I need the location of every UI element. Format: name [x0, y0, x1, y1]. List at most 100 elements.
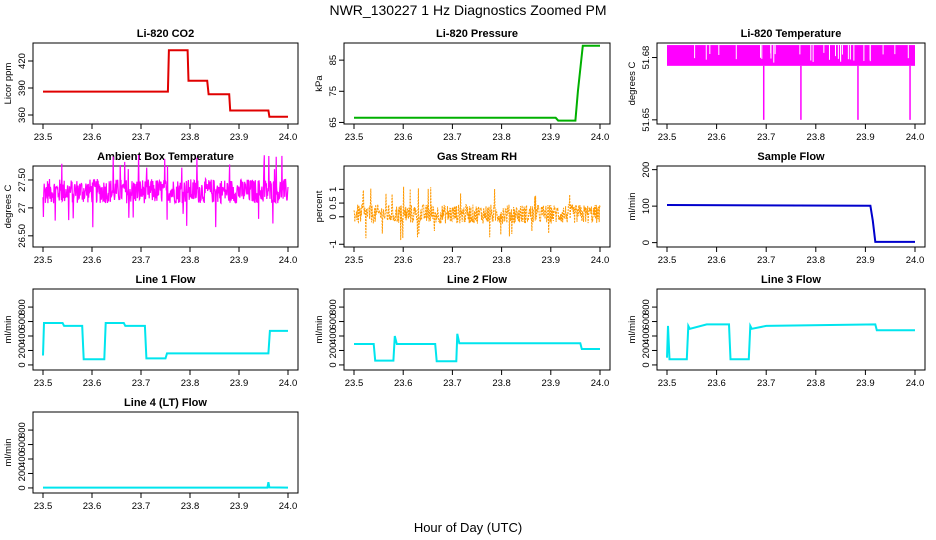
x-tick-label: 23.9 [856, 132, 875, 143]
series-line [42, 322, 288, 361]
x-tick-label: 24.0 [591, 255, 610, 266]
plot-frame [32, 288, 299, 371]
x-tick-label: 23.6 [83, 255, 102, 266]
x-tick-label: 23.8 [181, 132, 200, 143]
x-tick-label: 23.5 [658, 132, 677, 143]
y-tick-label: 400 [328, 328, 339, 344]
x-tick-label: 23.7 [757, 255, 776, 266]
x-tick-label: 23.5 [34, 501, 53, 512]
panel-3: Li-820 Temperature 23.5 23.6 23.7 23.8 23.9 24… [627, 28, 926, 143]
y-axis-label: percent [314, 190, 325, 222]
x-tick-label: 23.8 [807, 378, 826, 389]
x-tick-label: 24.0 [279, 378, 298, 389]
y-tick-label: 200 [17, 466, 28, 482]
panel-title: Gas Stream RH [437, 151, 517, 163]
y-axis-label: ml/min [3, 316, 14, 344]
y-tick-label: 26.50 [17, 224, 28, 248]
x-tick-label: 23.7 [132, 132, 151, 143]
x-tick-label: 23.5 [658, 378, 677, 389]
y-tick-label: 600 [641, 314, 652, 330]
y-tick-label: 400 [17, 328, 28, 344]
x-tick-label: 23.5 [34, 378, 53, 389]
y-tick-label: 0 [641, 240, 652, 245]
x-tick-label: 23.9 [230, 501, 249, 512]
x-tick-label: 23.7 [132, 255, 151, 266]
y-tick-label: 0.5 [328, 196, 339, 209]
panel-title: Line 3 Flow [761, 274, 821, 286]
x-tick-label: 23.8 [807, 255, 826, 266]
panel-title: Line 4 (LT) Flow [124, 397, 207, 409]
plot-frame [656, 42, 926, 125]
y-tick-label: 800 [328, 299, 339, 315]
y-tick-label: 0 [17, 362, 28, 367]
x-tick-label: 23.9 [230, 132, 249, 143]
y-tick-label: 27 [17, 203, 28, 214]
y-axis-label: Licor ppm [3, 63, 14, 105]
x-tick-label: 23.8 [181, 501, 200, 512]
x-tick-label: 23.8 [181, 378, 200, 389]
panel-title: Ambient Box Temperature [97, 151, 234, 163]
y-tick-label: 200 [328, 343, 339, 359]
x-tick-label: 23.5 [345, 255, 364, 266]
y-tick-label: 85 [328, 55, 339, 66]
panel-10: Line 4 (LT) Flow 23.5 23.6 23.7 23.8 23.9 24.0… [3, 397, 299, 512]
x-tick-label: 23.7 [443, 132, 462, 143]
x-tick-label: 23.6 [394, 255, 413, 266]
panel-title: Li-820 Temperature [741, 28, 842, 40]
y-tick-label: 600 [17, 314, 28, 330]
plot-frame [32, 411, 299, 494]
y-tick-label: 400 [641, 328, 652, 344]
y-tick-label: 0 [328, 214, 339, 219]
y-tick-label: 0 [641, 362, 652, 367]
x-tick-label: 23.6 [83, 132, 102, 143]
y-tick-label: 200 [641, 162, 652, 178]
panel-7: Line 1 Flow 23.5 23.6 23.7 23.8 23.9 24.0 0 2004… [3, 274, 299, 389]
panel-title: Sample Flow [757, 151, 825, 163]
y-tick-label: 420 [17, 53, 28, 69]
y-tick-label: 390 [17, 80, 28, 96]
panel-title: Line 2 Flow [447, 274, 507, 286]
x-tick-label: 23.7 [757, 378, 776, 389]
y-axis-label: ml/min [627, 316, 638, 344]
x-tick-label: 24.0 [279, 501, 298, 512]
x-tick-label: 23.9 [856, 255, 875, 266]
series-band [667, 45, 915, 66]
panel-title: Li-820 CO2 [137, 28, 194, 40]
x-tick-label: 23.6 [707, 378, 726, 389]
x-tick-label: 24.0 [591, 132, 610, 143]
plot-frame [343, 165, 611, 248]
x-tick-label: 23.7 [132, 378, 151, 389]
panel-title: Line 1 Flow [136, 274, 196, 286]
x-tick-label: 23.5 [34, 132, 53, 143]
y-tick-label: 51.65 [641, 108, 652, 132]
y-tick-label: 0 [17, 485, 28, 490]
series-line [353, 186, 601, 241]
x-tick-label: 23.7 [443, 255, 462, 266]
series-line [354, 44, 600, 122]
y-tick-label: 100 [641, 198, 652, 214]
x-tick-label: 23.5 [34, 255, 53, 266]
x-tick-label: 23.6 [394, 132, 413, 143]
y-axis-label: ml/min [3, 439, 14, 467]
panel-8: Line 2 Flow 23.5 23.6 23.7 23.8 23.9 24.0 0 2004… [314, 274, 611, 389]
x-tick-label: 23.6 [83, 378, 102, 389]
x-tick-label: 23.6 [707, 255, 726, 266]
x-tick-label: 24.0 [906, 255, 925, 266]
x-tick-label: 23.8 [492, 378, 511, 389]
x-tick-label: 24.0 [906, 378, 925, 389]
y-tick-label: 600 [328, 314, 339, 330]
panel-1: Li-820 CO2 23.5 23.6 23.7 23.8 23.9 24.0 360 390… [3, 28, 299, 143]
x-tick-label: 23.6 [394, 378, 413, 389]
y-tick-label: 27.50 [17, 168, 28, 192]
series-line [43, 482, 289, 489]
y-tick-label: 1 [328, 187, 339, 192]
plot-frame [343, 288, 611, 371]
y-tick-label: 800 [17, 299, 28, 315]
series-line [666, 204, 915, 243]
plot-frame [656, 288, 926, 371]
x-tick-label: 23.9 [230, 255, 249, 266]
panel-6: Sample Flow 23.5 23.6 23.7 23.8 23.9 24.0 0 100 2… [627, 151, 926, 266]
x-tick-label: 23.8 [181, 255, 200, 266]
x-tick-label: 23.6 [707, 132, 726, 143]
